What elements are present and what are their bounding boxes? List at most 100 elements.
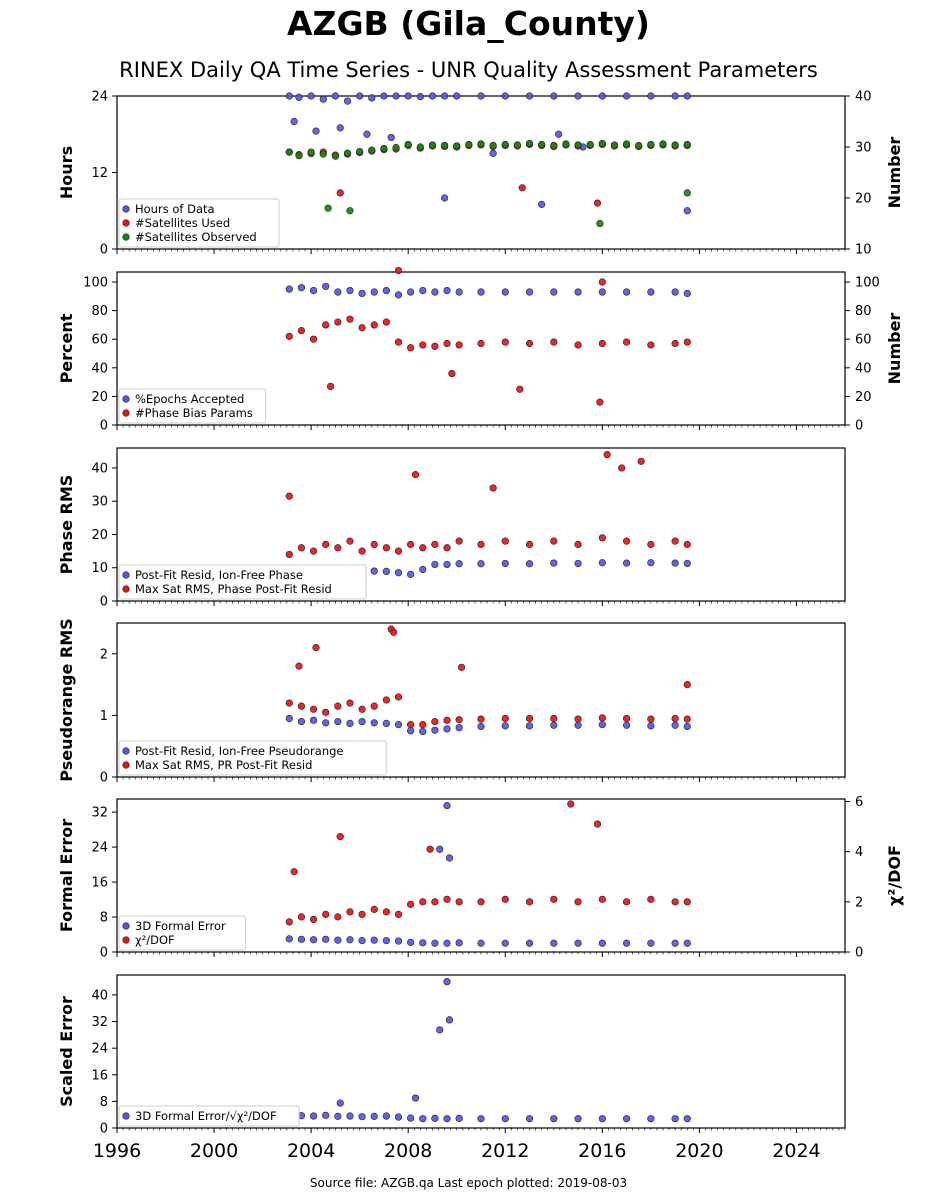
- y-tick-label: 0: [100, 419, 108, 434]
- data-point: [356, 147, 364, 156]
- data-point: [443, 544, 451, 552]
- data-point: [285, 92, 293, 100]
- data-point: [683, 189, 691, 197]
- legend-label: #Satellites Observed: [135, 230, 257, 244]
- data-point: [394, 1113, 403, 1121]
- data-point: [441, 141, 449, 150]
- data-point: [598, 339, 606, 348]
- y-axis-label: Percent: [57, 313, 76, 383]
- data-point: [331, 152, 340, 160]
- data-point: [297, 284, 306, 292]
- data-point: [358, 289, 366, 298]
- data-point: [683, 1115, 691, 1123]
- data-point: [525, 540, 534, 549]
- data-point: [297, 935, 306, 943]
- data-point: [319, 95, 327, 103]
- data-point: [309, 716, 318, 724]
- data-point: [334, 1112, 342, 1120]
- legend: [118, 915, 246, 951]
- data-point: [392, 143, 400, 152]
- plot-area: [116, 974, 846, 1129]
- data-point: [593, 820, 602, 828]
- data-point: [356, 92, 364, 100]
- data-point: [647, 288, 655, 296]
- data-point: [404, 140, 412, 149]
- data-point: [671, 92, 679, 100]
- data-point: [309, 936, 318, 944]
- data-point: [671, 939, 679, 947]
- data-point: [394, 937, 403, 945]
- x-tick-label: 2004: [287, 1140, 335, 1162]
- data-point: [370, 1112, 378, 1120]
- data-point: [477, 288, 485, 296]
- data-point: [574, 898, 582, 906]
- data-point: [647, 722, 655, 730]
- data-point: [683, 289, 691, 298]
- data-point: [455, 560, 463, 568]
- data-point: [419, 721, 427, 729]
- panel-3: [112, 447, 846, 606]
- data-point: [443, 339, 451, 348]
- data-point: [336, 189, 344, 197]
- data-point: [455, 939, 463, 947]
- y-tick-label: 0: [100, 1122, 108, 1137]
- legend-label: #Satellites Used: [135, 216, 230, 230]
- data-point: [501, 895, 509, 903]
- data-point: [574, 1115, 582, 1123]
- data-point: [334, 702, 342, 710]
- data-point: [550, 141, 558, 150]
- y2-tick-label: 60: [855, 333, 872, 348]
- y-tick-label: 100: [83, 276, 108, 291]
- y-tick-label: 40: [91, 361, 108, 376]
- legend-marker: [122, 409, 130, 417]
- data-point: [382, 318, 390, 326]
- data-point: [622, 898, 631, 906]
- legend-marker: [122, 205, 130, 213]
- data-point: [285, 285, 293, 293]
- data-point: [603, 451, 611, 459]
- data-point: [445, 854, 454, 862]
- data-point: [574, 939, 582, 947]
- data-point: [346, 699, 354, 707]
- y-tick-label: 24: [91, 841, 108, 856]
- data-point: [671, 288, 679, 296]
- data-point: [455, 537, 463, 545]
- data-point: [346, 315, 354, 323]
- data-point: [326, 382, 335, 390]
- data-point: [382, 696, 390, 704]
- data-point: [574, 341, 582, 349]
- y-tick-label: 2: [100, 647, 108, 662]
- data-point: [407, 721, 415, 729]
- data-point: [407, 344, 415, 352]
- data-point: [322, 910, 330, 918]
- data-point: [598, 721, 606, 729]
- data-point: [501, 92, 509, 100]
- data-point: [431, 1114, 439, 1122]
- data-point: [358, 547, 366, 555]
- y-tick-label: 32: [91, 1015, 108, 1030]
- data-point: [671, 714, 679, 723]
- data-point: [443, 801, 451, 810]
- data-point: [419, 341, 427, 349]
- data-point: [622, 140, 631, 148]
- data-point: [683, 207, 691, 215]
- data-point: [574, 141, 582, 149]
- data-point: [309, 547, 318, 555]
- y-tick-label: 24: [91, 1042, 108, 1057]
- data-point: [368, 146, 376, 154]
- data-point: [441, 194, 449, 202]
- data-point: [501, 559, 509, 568]
- legend-label: 3D Formal Error: [135, 919, 226, 933]
- data-point: [336, 1099, 344, 1107]
- data-point: [501, 140, 509, 149]
- data-point: [394, 721, 403, 729]
- x-tick-label: 2016: [578, 1140, 626, 1162]
- data-point: [322, 719, 330, 727]
- data-point: [285, 332, 293, 340]
- data-point: [516, 385, 524, 393]
- data-point: [683, 715, 691, 723]
- data-point: [309, 705, 318, 713]
- data-point: [525, 1115, 534, 1123]
- data-point: [550, 714, 558, 723]
- y-tick-label: 40: [91, 461, 108, 476]
